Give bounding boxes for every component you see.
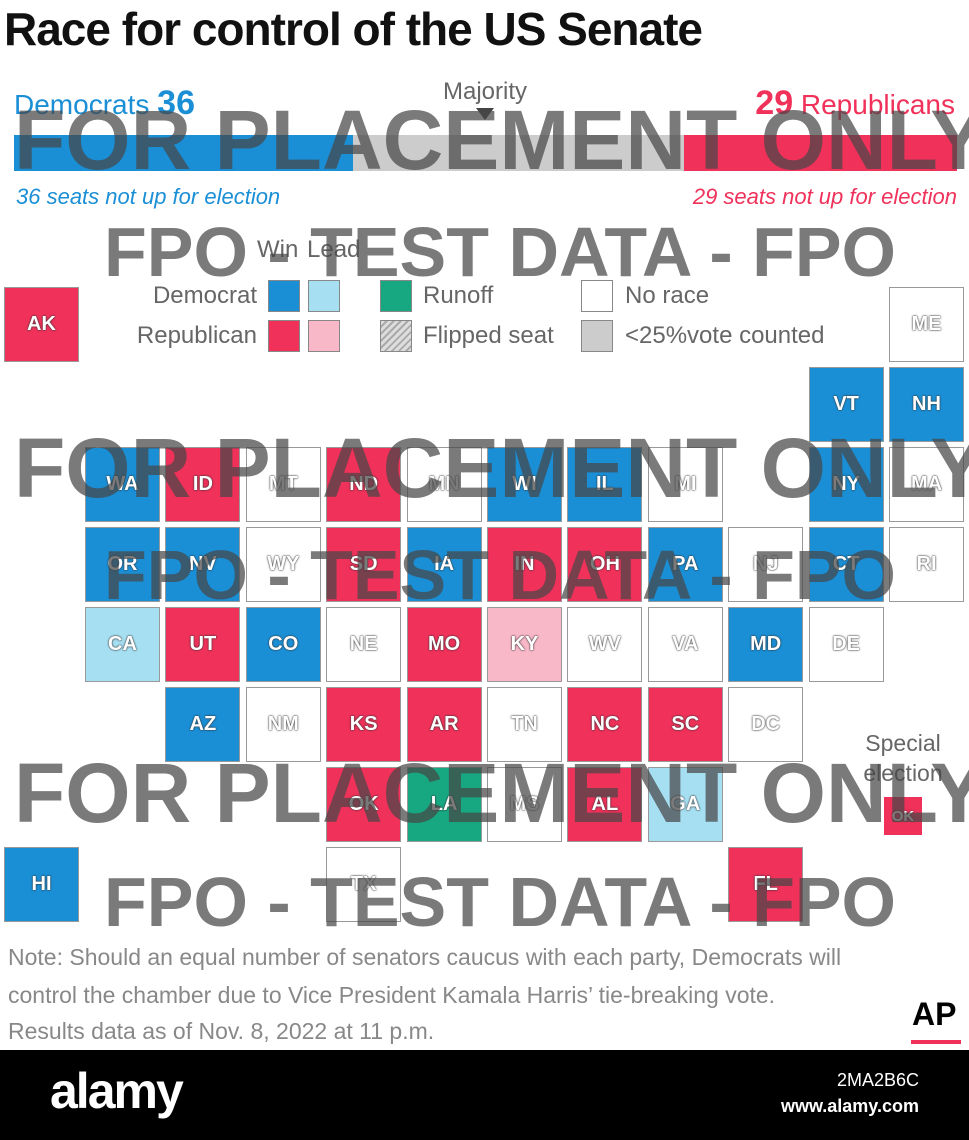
state-tile: LA	[406, 767, 482, 842]
state-tile: SD	[326, 527, 402, 602]
legend-win: Win	[257, 236, 299, 263]
state-tile: DC	[728, 687, 804, 762]
swatch	[581, 320, 613, 352]
state-tile: WV	[567, 607, 643, 682]
logo-rule	[911, 1040, 961, 1044]
legend-lead: Lead	[307, 236, 361, 263]
state-tile: MS	[487, 767, 562, 842]
note-line: control the chamber due to Vice Presiden…	[8, 982, 776, 1008]
state-tile: IL	[567, 447, 643, 522]
state-tile: IN	[487, 527, 562, 602]
state-tile: DE	[808, 607, 884, 682]
watermark: FPO - TEST DATA - FPO	[104, 213, 896, 291]
footer: alamy 2MA2B6C www.alamy.com	[0, 1050, 969, 1140]
state-tile: NJ	[728, 527, 804, 602]
footer-id: 2MA2B6C	[836, 1070, 919, 1090]
state-tile: VA	[647, 607, 723, 682]
legend-flipped: Flipped seat	[423, 322, 554, 349]
state-tile: MD	[728, 607, 804, 682]
legend-under-counted: <25%vote counted	[625, 322, 825, 349]
state-tile: UT	[165, 607, 241, 682]
legend-no-race: No race	[625, 282, 710, 309]
footer-url: www.alamy.com	[780, 1096, 919, 1116]
republicans-note: 29 seats not up for election	[692, 184, 957, 209]
state-tile: MO	[406, 607, 482, 682]
state-tile: OH	[567, 527, 643, 602]
state-tile: KS	[326, 687, 402, 762]
title: Race for control of the US Senate	[4, 3, 703, 55]
majority-marker	[476, 108, 494, 120]
state-tile: NY	[808, 447, 884, 522]
state-tile: NC	[567, 687, 643, 762]
state-tile: OK	[326, 767, 402, 842]
swatch	[308, 280, 340, 312]
swatch	[380, 320, 412, 352]
special-label: Special election	[863, 730, 943, 786]
state-tile: IA	[406, 527, 482, 602]
state-tile: HI	[4, 847, 79, 922]
state-tile: WA	[85, 447, 160, 522]
democrat-bar	[14, 135, 353, 171]
state-tile: ND	[326, 447, 402, 522]
state-tile: ID	[165, 447, 241, 522]
state-tile: OR	[85, 527, 160, 602]
state-tile: KY	[487, 607, 562, 682]
state-tile: SC	[647, 687, 723, 762]
special-tile: OK	[884, 797, 922, 835]
legend-republican: Republican	[136, 322, 257, 349]
state-tile: AZ	[165, 687, 241, 762]
state-tile: AK	[4, 287, 79, 362]
state-tile: PA	[647, 527, 723, 602]
swatch	[380, 280, 412, 312]
democrats-label: Democrats	[14, 89, 150, 120]
democrats-count: 36	[157, 84, 195, 122]
republicans-label: Republicans	[800, 89, 955, 120]
state-tile: FL	[728, 847, 804, 922]
state-tile: NE	[326, 607, 402, 682]
democrats-heading: Democrats 36	[14, 84, 195, 123]
state-tile: GA	[647, 767, 723, 842]
swatch	[268, 280, 300, 312]
democrats-note: 36 seats not up for election	[16, 184, 281, 209]
state-tile: MA	[889, 447, 964, 522]
republicans-count: 29	[755, 84, 794, 122]
state-tile: NH	[889, 367, 964, 442]
state-tile: TN	[487, 687, 562, 762]
republican-bar	[684, 135, 957, 171]
state-tile: WI	[487, 447, 562, 522]
note-line: Results data as of Nov. 8, 2022 at 11 p.…	[8, 1018, 435, 1044]
swatch	[581, 280, 613, 312]
state-tile: NM	[245, 687, 321, 762]
state-tile: CO	[245, 607, 321, 682]
legend-democrat: Democrat	[152, 282, 257, 309]
legend-runoff: Runoff	[423, 282, 494, 309]
state-tile: MN	[406, 447, 482, 522]
state-tile: AL	[567, 767, 643, 842]
state-tile: CT	[808, 527, 884, 602]
state-tile: MT	[245, 447, 321, 522]
swatch	[268, 320, 300, 352]
swatch	[308, 320, 340, 352]
state-tile: RI	[889, 527, 964, 602]
state-tile: MI	[647, 447, 723, 522]
note-line: Note: Should an equal number of senators…	[8, 944, 842, 970]
footer-brand: alamy	[50, 1063, 184, 1119]
logo: AP	[912, 996, 957, 1032]
state-tile: TX	[326, 847, 402, 922]
majority-label: Majority	[443, 78, 528, 105]
state-tile: WY	[245, 527, 321, 602]
state-tile: AR	[406, 687, 482, 762]
state-tile: NV	[165, 527, 241, 602]
republicans-heading: 29 Republicans	[755, 84, 955, 123]
state-tile: VT	[808, 367, 884, 442]
state-tile: ME	[889, 287, 964, 362]
state-tile: CA	[85, 607, 160, 682]
